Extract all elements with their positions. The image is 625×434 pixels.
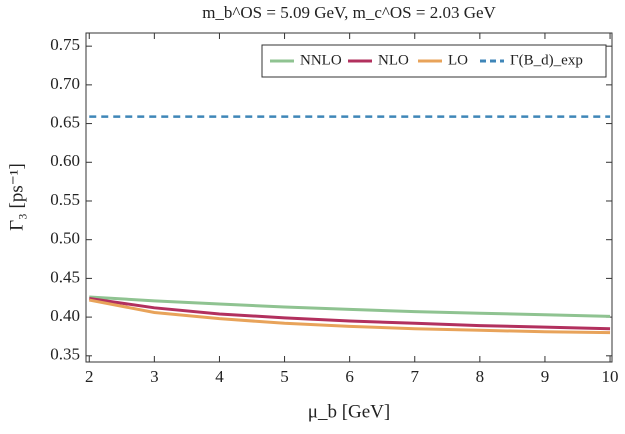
x-tick-label: 7 <box>411 367 420 386</box>
x-tick-label: 3 <box>150 367 159 386</box>
y-tick-label: 0.60 <box>50 151 80 170</box>
x-tick-label: 4 <box>215 367 224 386</box>
y-tick-label: 0.75 <box>50 35 80 54</box>
legend-box <box>261 44 607 78</box>
y-tick-label: 0.45 <box>50 267 80 286</box>
x-tick-label: 5 <box>280 367 289 386</box>
legend-label: NLO <box>378 52 409 68</box>
series-line <box>89 295 611 318</box>
x-tick-label: 10 <box>602 367 619 386</box>
x-tick-label: 6 <box>345 367 354 386</box>
x-tick-label: 2 <box>85 367 94 386</box>
y-tick-label: 0.70 <box>50 74 80 93</box>
plot-frame <box>85 32 613 363</box>
x-tick-label: 8 <box>476 367 485 386</box>
legend: NNLO NLO LO Γ(B_d)_exp <box>261 44 607 78</box>
chart-title: m_b^OS = 5.09 GeV, m_c^OS = 2.03 GeV <box>202 3 496 22</box>
y-tick-label: 0.55 <box>50 190 80 209</box>
legend-label: Γ(B_d)_exp <box>510 52 583 68</box>
y-axis-label: Γ₃ [ps⁻¹] <box>6 163 27 231</box>
series-line <box>89 297 611 331</box>
x-tick-label: 9 <box>541 367 550 386</box>
series-line <box>88 298 611 335</box>
legend-label: LO <box>448 52 468 68</box>
legend-label: NNLO <box>300 52 342 68</box>
y-tick-label: 0.65 <box>50 112 80 131</box>
y-tick-label: 0.35 <box>50 345 80 364</box>
y-tick-label: 0.50 <box>50 229 80 248</box>
x-axis-label: μ_b [GeV] <box>308 401 390 422</box>
y-tick-label: 0.40 <box>50 306 80 325</box>
